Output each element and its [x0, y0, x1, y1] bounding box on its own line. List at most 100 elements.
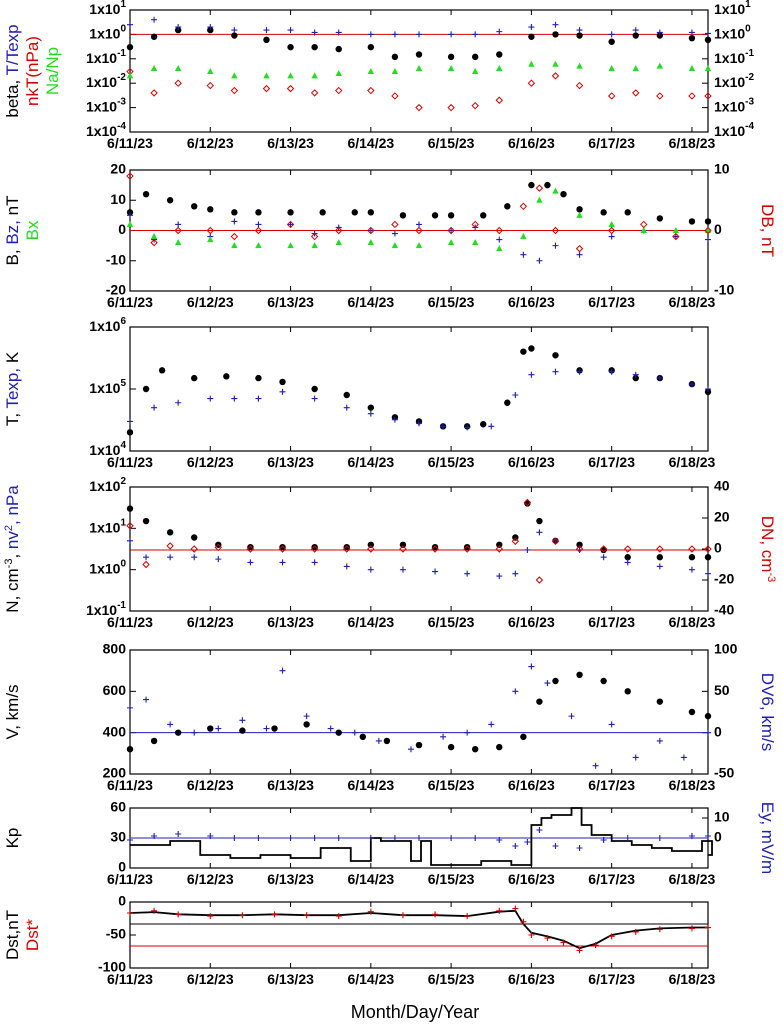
y-tick-label: 0 [118, 221, 126, 237]
data-point [592, 942, 599, 949]
data-point [191, 554, 198, 561]
x-tick-label: 6/18/23 [669, 971, 716, 987]
data-point [279, 388, 286, 395]
x-tick-label: 6/15/23 [428, 614, 475, 630]
y-axis-label: B, Bz, nT [3, 196, 22, 266]
data-point [175, 399, 182, 406]
y-tick-label: 1x10-3 [86, 96, 126, 114]
y2-tick-label: 100 [714, 641, 738, 657]
x-tick-label: 6/15/23 [428, 971, 475, 987]
data-point [262, 84, 271, 93]
data-point [496, 245, 503, 252]
data-point [391, 242, 399, 249]
data-point [319, 209, 326, 216]
data-point [127, 910, 133, 916]
x-tick-label: 6/14/23 [347, 777, 394, 793]
data-point [231, 395, 238, 402]
data-point [399, 566, 406, 573]
series-Ey [127, 827, 711, 851]
data-point [150, 233, 158, 240]
x-tick-label: 6/13/23 [267, 614, 314, 630]
data-point [576, 62, 583, 69]
data-point [279, 543, 286, 551]
data-point [705, 924, 711, 931]
data-point [576, 947, 583, 954]
data-point [359, 733, 367, 740]
data-point [207, 68, 214, 75]
data-point [495, 226, 503, 235]
y2-tick-label: 1x10-4 [714, 121, 754, 139]
data-point [150, 65, 158, 72]
data-point [279, 667, 286, 674]
data-point [704, 218, 712, 225]
data-point [415, 51, 423, 58]
data-point [520, 348, 527, 355]
x-tick-label: 6/14/23 [347, 454, 394, 470]
data-point [536, 196, 543, 203]
data-point [440, 423, 447, 430]
data-point [575, 81, 584, 90]
data-point [399, 541, 407, 548]
data-point [311, 559, 318, 566]
data-point [656, 545, 664, 553]
x-tick-label: 6/17/23 [588, 454, 635, 470]
x-tick-label: 6/12/23 [187, 971, 234, 987]
data-point [207, 913, 214, 920]
data-point [688, 381, 695, 388]
x-tick-label: 6/12/23 [187, 777, 234, 793]
data-point [303, 713, 310, 720]
data-point [127, 212, 133, 219]
y-tick-label: 400 [103, 723, 127, 739]
data-point [143, 696, 150, 703]
data-point [527, 79, 536, 87]
y-tick-label: 1x102 [89, 476, 126, 494]
data-point [528, 932, 535, 938]
data-point [335, 729, 342, 736]
data-point [126, 72, 134, 79]
data-point [496, 541, 503, 548]
data-point [367, 226, 375, 235]
data-point [575, 545, 584, 553]
data-line [129, 909, 708, 950]
data-point [255, 221, 262, 228]
data-point [704, 65, 712, 72]
panel-temp: 6/11/23 6/12/23 6/13/23 6/14/23 6/15/23 6/16/… [3, 316, 716, 470]
x-tick-label: 6/11/23 [107, 135, 153, 151]
data-point [126, 522, 134, 530]
data-point [158, 367, 166, 374]
data-point [207, 206, 214, 213]
data-point [552, 368, 559, 375]
y2-tick-label: -20 [714, 571, 734, 587]
x-tick-label: 6/15/23 [428, 135, 475, 151]
data-point [464, 570, 471, 577]
data-point [528, 663, 535, 670]
data-point [367, 835, 374, 841]
data-point [704, 226, 712, 235]
data-point [552, 677, 559, 685]
data-point [287, 835, 294, 841]
y-tick-label: 1x10-1 [86, 47, 126, 65]
x-tick-label: 6/13/23 [267, 871, 314, 887]
x-tick-label: 6/16/23 [508, 135, 555, 151]
data-point [512, 534, 519, 541]
data-point [278, 545, 287, 553]
data-point [688, 708, 696, 716]
data-point [520, 918, 527, 925]
data-point [254, 226, 263, 235]
data-point [656, 92, 664, 100]
data-point [600, 554, 607, 561]
data-point [255, 209, 262, 216]
data-point [600, 677, 607, 685]
data-point [351, 209, 358, 216]
x-tick-label: 6/15/23 [428, 871, 475, 887]
panel-bfield: 6/11/23 6/12/23 6/13/23 6/14/23 6/15/23 6/16/… [3, 161, 777, 310]
series-B [126, 181, 712, 225]
x-tick-label: 6/16/23 [508, 454, 555, 470]
data-point [142, 385, 150, 393]
data-point [343, 543, 350, 551]
data-point [263, 725, 270, 732]
data-point [632, 754, 639, 761]
x-tick-label: 6/14/23 [347, 614, 394, 630]
data-point [335, 913, 342, 920]
data-point [127, 21, 133, 28]
